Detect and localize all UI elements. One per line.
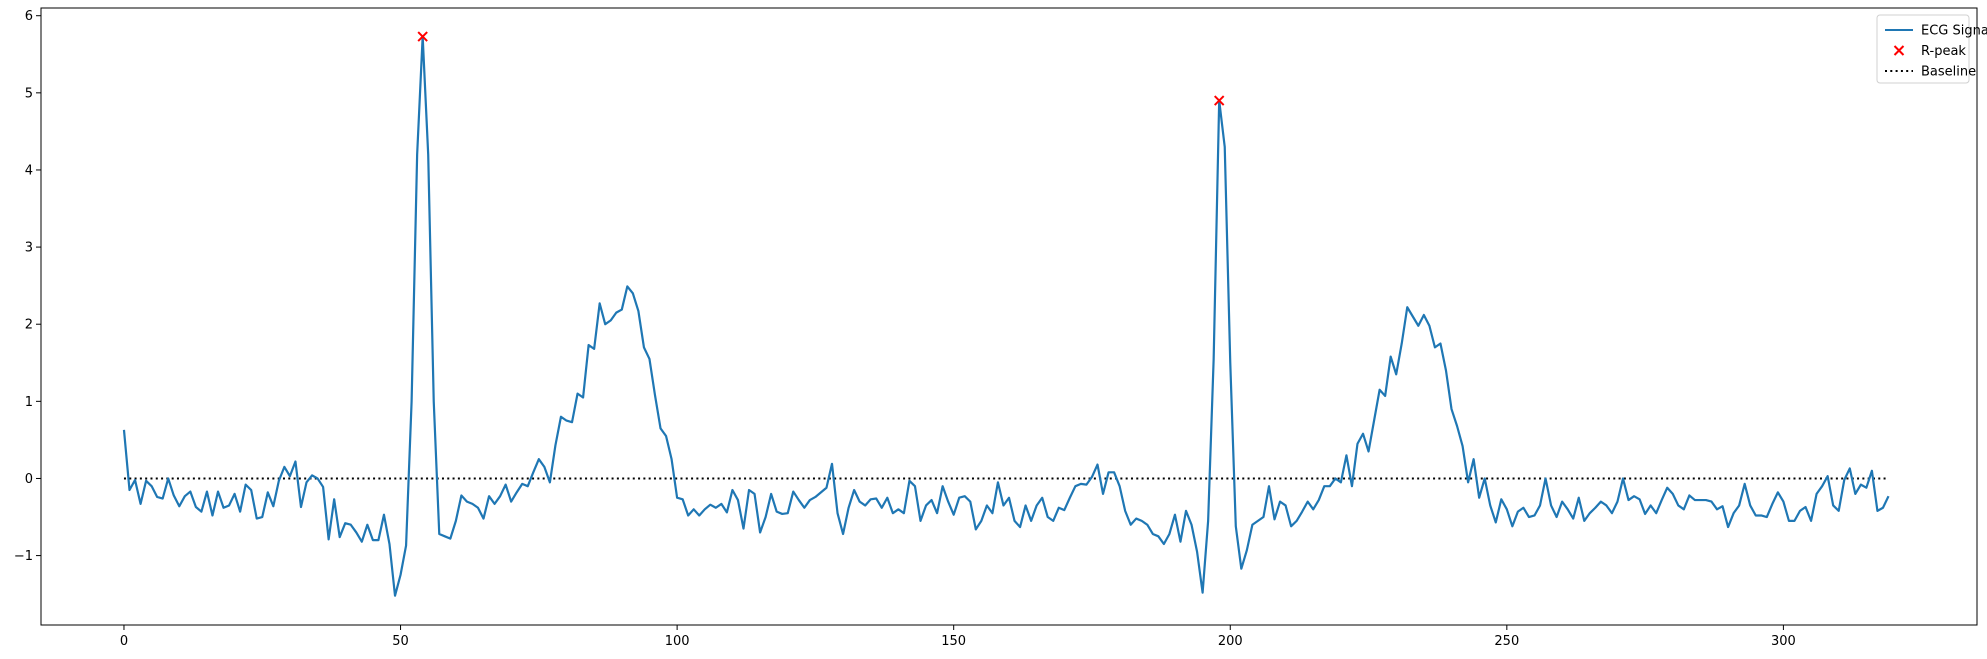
x-tick-label: 0 [120,634,128,649]
legend-r-peak-handle [1893,45,1905,56]
y-tick-label: 5 [25,86,33,101]
plot-frame [40,7,1978,626]
x-tick-label: 50 [392,634,409,649]
x-tick-label: 300 [1771,634,1796,649]
x-tick-label: 250 [1494,634,1519,649]
legend-label: Baseline [1921,65,1976,80]
y-tick-label: 1 [25,395,33,410]
y-tick-label: 2 [25,318,33,333]
legend: ECG Signal R-peak Baseline [1876,14,1987,84]
legend-box [1876,14,1970,84]
x-tick-label: 150 [941,634,966,649]
y-tick-label: 0 [25,472,33,487]
plot-area [122,31,1890,597]
y-tick-label: −1 [14,549,33,564]
legend-label: ECG Signal [1921,24,1987,39]
y-tick-label: 6 [25,9,33,24]
r-peak-marker [417,31,428,42]
y-tick-label: 3 [25,241,33,256]
legend-label: R-peak [1921,44,1966,59]
ecg-signal-line [122,35,1890,597]
x-tick-label: 200 [1218,634,1243,649]
r-peak-marker [1213,95,1225,106]
y-tick-label: 4 [25,163,33,178]
x-tick-label: 100 [665,634,690,649]
axes: 0 50 100 150 200 250 300 −1 0 1 2 3 4 5 6 [14,7,1978,649]
